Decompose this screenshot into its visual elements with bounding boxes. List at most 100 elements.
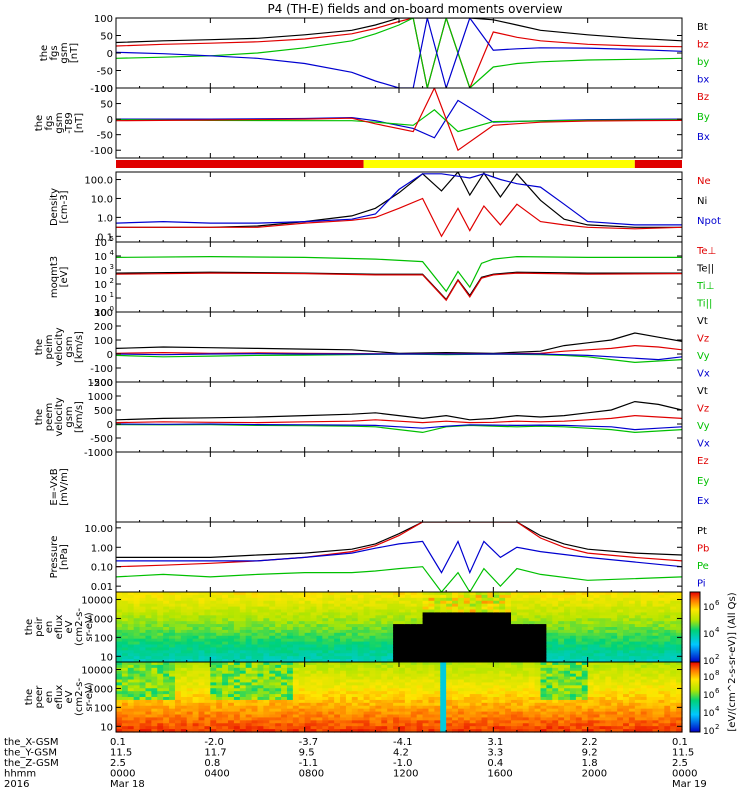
heatmap-cell <box>281 729 288 733</box>
heatmap-cell <box>511 592 518 596</box>
heatmap-cell <box>569 702 577 707</box>
heatmap-cell <box>404 676 412 681</box>
heatmap-cell <box>239 647 247 651</box>
heatmap-cell <box>381 691 388 695</box>
heatmap-cell <box>481 691 489 695</box>
heatmap-cell <box>546 638 553 643</box>
heatmap-cell <box>351 594 359 599</box>
heatmap-cell <box>145 629 152 634</box>
heatmap-cell <box>192 667 200 672</box>
heatmap-cell <box>581 711 589 716</box>
heatmap-cell <box>617 664 624 669</box>
heatmap-cell <box>469 673 477 678</box>
heatmap-cell <box>381 597 388 602</box>
heatmap-cell <box>440 594 447 599</box>
series-line-Vx <box>116 423 682 431</box>
heatmap-cell <box>133 699 141 704</box>
heatmap-cell <box>316 714 323 719</box>
heatmap-cell <box>322 629 329 634</box>
heatmap-cell <box>534 650 542 654</box>
heatmap-cell <box>351 647 359 651</box>
heatmap-cell <box>463 615 471 619</box>
heatmap-cell <box>298 650 306 654</box>
heatmap-cell <box>257 609 264 614</box>
heatmap-cell <box>233 676 241 681</box>
heatmap-cell <box>304 688 312 692</box>
heatmap-cell <box>340 702 347 707</box>
heatmap-cell <box>676 653 683 657</box>
heatmap-cell <box>381 621 388 625</box>
heatmap-cell <box>351 729 359 733</box>
heatmap-cell <box>340 699 347 704</box>
heatmap-cell <box>440 647 447 651</box>
heatmap-cell <box>670 603 677 608</box>
heatmap-cell <box>239 682 247 686</box>
heatmap-cell <box>239 688 247 692</box>
heatmap-cell <box>399 650 406 654</box>
heatmap-cell <box>116 726 123 730</box>
heatmap-cell <box>393 653 400 657</box>
heatmap-cell <box>399 708 406 713</box>
heatmap-cell <box>440 688 447 692</box>
heatmap-cell <box>186 673 194 678</box>
heatmap-cell <box>575 650 583 654</box>
heatmap-cell <box>469 717 477 721</box>
heatmap-cell <box>623 717 630 721</box>
heatmap-cell <box>180 647 188 651</box>
heatmap-cell <box>145 682 152 686</box>
heatmap-cell <box>434 632 441 637</box>
heatmap-cell <box>139 699 147 704</box>
heatmap-cell <box>404 673 412 678</box>
heatmap-cell <box>463 714 471 719</box>
heatmap-cell <box>263 629 270 634</box>
heatmap-cell <box>528 647 536 651</box>
heatmap-cell <box>269 592 276 596</box>
heatmap-cell <box>245 659 253 663</box>
heatmap-cell <box>623 647 630 651</box>
heatmap-cell <box>422 708 430 713</box>
heatmap-cell <box>404 627 412 631</box>
heatmap-cell <box>133 688 141 692</box>
heatmap-cell <box>540 659 547 663</box>
heatmap-cell <box>174 708 182 713</box>
heatmap-cell <box>623 635 630 640</box>
heatmap-cell <box>245 627 253 631</box>
heatmap-cell <box>528 694 536 698</box>
heatmap-cell <box>469 615 477 619</box>
heatmap-cell <box>511 679 518 684</box>
heatmap-cell <box>198 606 206 611</box>
heatmap-cell <box>511 673 518 678</box>
heatmap-cell <box>204 676 211 681</box>
heatmap-cell <box>340 691 347 695</box>
heatmap-cell <box>434 694 441 698</box>
heatmap-cell <box>233 708 241 713</box>
heatmap-cell <box>534 717 542 721</box>
heatmap-cell <box>263 685 270 689</box>
heatmap-cell <box>393 592 400 596</box>
heatmap-cell <box>375 627 382 631</box>
heatmap-cell <box>593 635 601 640</box>
heatmap-cell <box>328 606 335 611</box>
ylabel-line: [km/s] <box>74 331 85 363</box>
heatmap-cell <box>664 635 671 640</box>
ytick-label: 0 <box>107 350 113 361</box>
heatmap-cell <box>475 662 483 666</box>
heatmap-cell <box>569 618 577 622</box>
heatmap-cell <box>310 697 318 701</box>
heatmap-cell <box>457 729 465 733</box>
heatmap-cell <box>670 656 677 660</box>
heatmap-cell <box>186 638 194 643</box>
heatmap-cell <box>457 606 465 611</box>
heatmap-cell <box>628 612 636 616</box>
heatmap-cell <box>664 609 671 614</box>
heatmap-cell <box>463 621 471 625</box>
heatmap-cell <box>381 659 388 663</box>
heatmap-cell <box>151 711 158 716</box>
heatmap-cell <box>239 679 247 684</box>
heatmap-cell <box>233 624 241 628</box>
heatmap-cell <box>481 609 489 614</box>
heatmap-cell <box>493 708 500 713</box>
heatmap-cell <box>452 667 459 672</box>
heatmap-cell <box>393 714 400 719</box>
heatmap-cell <box>558 609 565 614</box>
